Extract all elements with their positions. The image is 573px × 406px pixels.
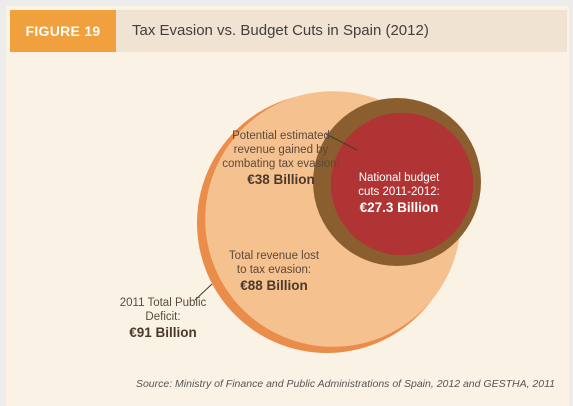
label-deficit-value: €91 Billion: [129, 325, 197, 340]
label-potential-value: €38 Billion: [247, 172, 315, 187]
label-budget-cuts: National budget cuts 2011-2012: €27.3 Bi…: [350, 171, 448, 216]
label-lost-text: Total revenue lost to tax evasion:: [228, 250, 320, 276]
callout-line-potential: [325, 133, 358, 151]
label-revenue-lost: Total revenue lost to tax evasion: €88 B…: [226, 249, 322, 294]
circle-budget-cuts: [330, 112, 474, 256]
label-potential-revenue: Potential estimated revenue gained by co…: [218, 129, 344, 188]
label-cuts-value: €27.3 Billion: [359, 200, 439, 215]
label-potential-text: Potential estimated revenue gained by co…: [222, 130, 340, 170]
figure-number: FIGURE 19: [10, 10, 116, 52]
label-total-deficit: 2011 Total Public Deficit: €91 Billion: [118, 296, 208, 341]
source-note: Source: Ministry of Finance and Public A…: [135, 378, 555, 390]
callout-line-deficit: [194, 283, 213, 301]
label-lost-value: €88 Billion: [240, 278, 308, 293]
label-cuts-text: National budget cuts 2011-2012:: [358, 172, 440, 198]
figure-title: Tax Evasion vs. Budget Cuts in Spain (20…: [132, 22, 429, 39]
label-deficit-text: 2011 Total Public Deficit:: [119, 297, 207, 323]
